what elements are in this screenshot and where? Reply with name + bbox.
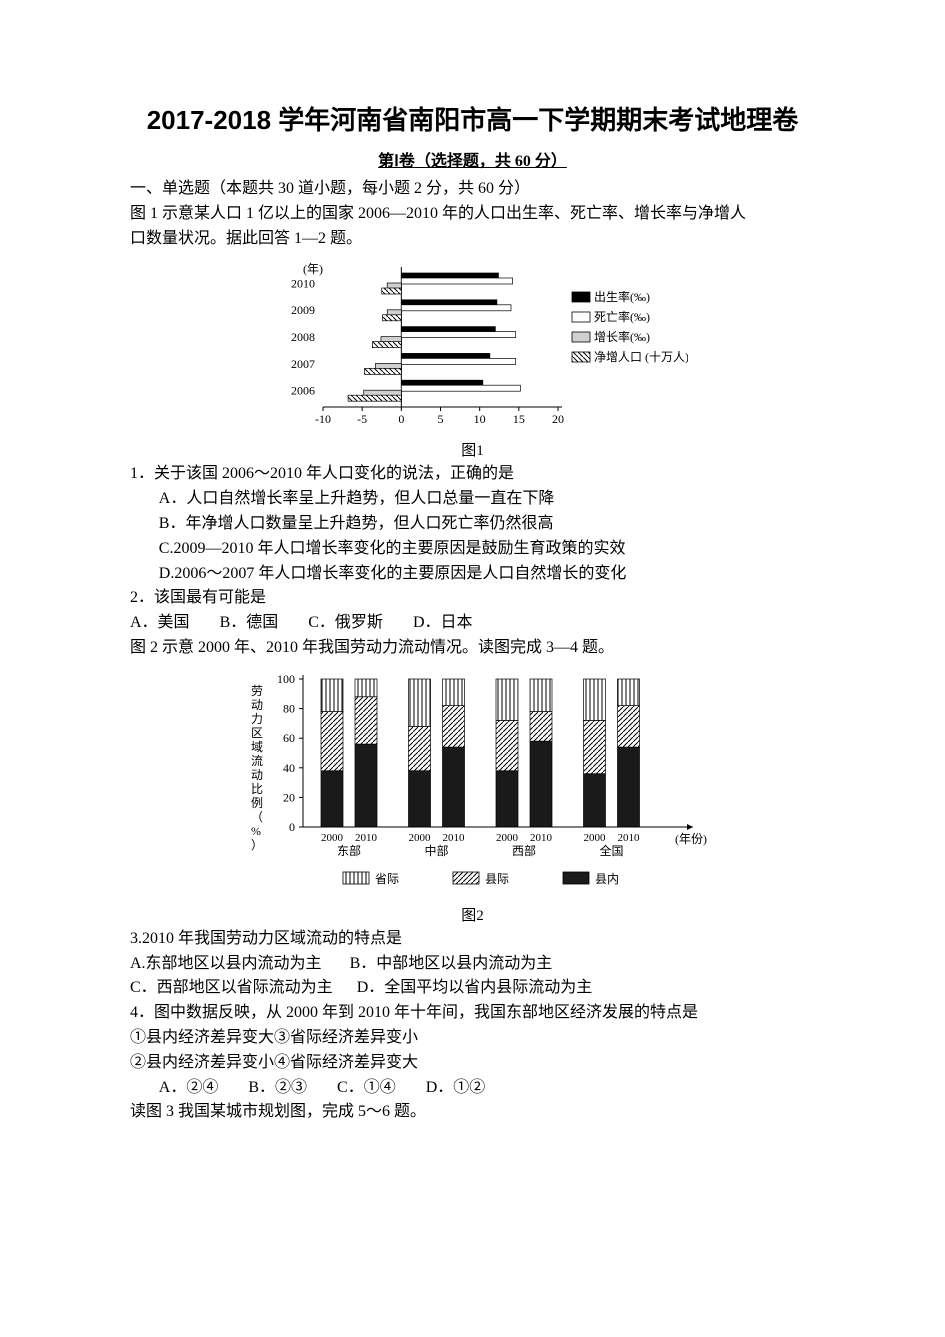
svg-text:例: 例 bbox=[251, 796, 263, 810]
fig2-chart: 020406080100劳动力区域流动比例（%）(年份)20002010东部20… bbox=[233, 667, 713, 897]
svg-text:2010: 2010 bbox=[617, 832, 640, 844]
svg-text:中部: 中部 bbox=[424, 843, 448, 858]
svg-text:0: 0 bbox=[289, 820, 295, 834]
q3-stem: 3.2010 年我国劳动力区域流动的特点是 bbox=[130, 927, 815, 952]
q2-opt-a: A．美国 bbox=[130, 611, 190, 636]
svg-text:2010: 2010 bbox=[291, 277, 315, 291]
svg-text:净增人口 (十万人): 净增人口 (十万人) bbox=[594, 350, 688, 364]
page-title: 2017-2018 学年河南省南阳市高一下学期期末考试地理卷 bbox=[130, 100, 815, 137]
svg-text:域: 域 bbox=[251, 740, 263, 754]
svg-text:区: 区 bbox=[251, 726, 263, 740]
svg-text:动: 动 bbox=[251, 698, 263, 712]
q3-line1: A.东部地区以县内流动为主 B．中部地区以县内流动为主 bbox=[130, 952, 815, 977]
svg-text:2000: 2000 bbox=[583, 832, 606, 844]
q1-opt-a: A．人口自然增长率呈上升趋势，但人口总量一直在下降 bbox=[130, 487, 815, 512]
svg-text:2000: 2000 bbox=[408, 832, 431, 844]
svg-text:20: 20 bbox=[552, 412, 564, 426]
q4-opt-c: C．①④ bbox=[337, 1076, 396, 1101]
q2-opt-b: B．德国 bbox=[220, 611, 279, 636]
svg-text:0: 0 bbox=[398, 412, 404, 426]
q4-options: A．②④ B．②③ C．①④ D．①② bbox=[130, 1076, 815, 1101]
fig2-intro: 图 2 示意 2000 年、2010 年我国劳动力流动情况。读图完成 3—4 题… bbox=[130, 636, 815, 661]
svg-text:40: 40 bbox=[283, 761, 295, 775]
svg-text:%: % bbox=[251, 824, 261, 838]
svg-text:10: 10 bbox=[473, 412, 485, 426]
q3-opt-d: D．全国平均以省内县际流动为主 bbox=[357, 979, 593, 996]
q1-stem: 1．关于该国 2006～2010 年人口变化的说法，正确的是 bbox=[130, 462, 815, 487]
section-subtitle: 第Ⅰ卷（选择题，共 60 分） bbox=[130, 147, 815, 171]
svg-text:动: 动 bbox=[251, 768, 263, 782]
svg-text:流: 流 bbox=[251, 754, 263, 768]
svg-text:2006: 2006 bbox=[291, 384, 315, 398]
fig1-chart: -10 -5 0 5 10 15 20 (年)2010 2009 2008 2007 2006 出生率(… bbox=[258, 257, 688, 432]
q2-opt-c: C．俄罗斯 bbox=[308, 611, 383, 636]
q2-stem: 2．该国最有可能是 bbox=[130, 586, 815, 611]
svg-text:死亡率(‰): 死亡率(‰) bbox=[594, 309, 650, 324]
q2-opt-d: D．日本 bbox=[413, 611, 473, 636]
svg-text:）: ） bbox=[251, 838, 263, 852]
svg-text:100: 100 bbox=[277, 672, 295, 686]
q4-stem: 4．图中数据反映，从 2000 年到 2010 年十年间，我国东部地区经济发展的… bbox=[130, 1001, 815, 1026]
q4-opt-d: D．①② bbox=[426, 1076, 486, 1101]
q1-opt-b: B．年净增人口数量呈上升趋势，但人口死亡率仍然很高 bbox=[130, 512, 815, 537]
svg-text:2010: 2010 bbox=[355, 832, 378, 844]
svg-text:20: 20 bbox=[283, 790, 295, 804]
q4-line2: ②县内经济差异变小④省际经济差异变大 bbox=[130, 1051, 815, 1076]
svg-text:全国: 全国 bbox=[599, 843, 623, 858]
svg-text:东部: 东部 bbox=[336, 843, 360, 858]
fig1-intro-a: 图 1 示意某人口 1 亿以上的国家 2006—2010 年的人口出生率、死亡率… bbox=[130, 202, 815, 227]
svg-text:西部: 西部 bbox=[511, 843, 535, 858]
svg-text:县际: 县际 bbox=[485, 872, 509, 886]
q1-opt-d: D.2006～2007 年人口增长率变化的主要原因是人口自然增长的变化 bbox=[130, 562, 815, 587]
svg-text:比: 比 bbox=[251, 782, 263, 796]
fig2-caption: 图2 bbox=[130, 904, 815, 925]
svg-text:2009: 2009 bbox=[291, 304, 315, 318]
svg-text:增长率(‰): 增长率(‰) bbox=[594, 329, 650, 344]
q3-opt-c: C．西部地区以省际流动为主 bbox=[130, 979, 333, 996]
svg-text:15: 15 bbox=[512, 412, 524, 426]
q1-opt-c: C.2009—2010 年人口增长率变化的主要原因是鼓励生育政策的实效 bbox=[130, 537, 815, 562]
svg-text:60: 60 bbox=[283, 731, 295, 745]
svg-text:2000: 2000 bbox=[321, 832, 344, 844]
svg-text:2010: 2010 bbox=[530, 832, 553, 844]
figure-1: -10 -5 0 5 10 15 20 (年)2010 2009 2008 2007 2006 出生率(… bbox=[130, 257, 815, 460]
svg-text:劳: 劳 bbox=[251, 684, 263, 698]
svg-text:出生率(‰): 出生率(‰) bbox=[594, 289, 650, 304]
figure-2: 020406080100劳动力区域流动比例（%）(年份)20002010东部20… bbox=[130, 667, 815, 925]
svg-text:县内: 县内 bbox=[595, 872, 619, 886]
svg-text:2008: 2008 bbox=[291, 330, 315, 344]
q4-opt-a: A．②④ bbox=[159, 1076, 219, 1101]
q4-opt-b: B．②③ bbox=[248, 1076, 307, 1101]
svg-text:-10: -10 bbox=[315, 412, 331, 426]
section-intro: 一、单选题（本题共 30 道小题，每小题 2 分，共 60 分） bbox=[130, 177, 815, 202]
q3-opt-a: A.东部地区以县内流动为主 bbox=[130, 955, 322, 972]
q2-options: A．美国 B．德国 C．俄罗斯 D．日本 bbox=[130, 611, 815, 636]
svg-text:80: 80 bbox=[283, 701, 295, 715]
svg-text:2010: 2010 bbox=[442, 832, 465, 844]
q4-line1: ①县内经济差异变大③省际经济差异变小 bbox=[130, 1026, 815, 1051]
svg-text:省际: 省际 bbox=[375, 872, 399, 886]
svg-text:(年份): (年份) bbox=[675, 832, 707, 846]
svg-text:2000: 2000 bbox=[496, 832, 519, 844]
svg-text:(年): (年) bbox=[303, 262, 323, 276]
fig1-intro-b: 口数量状况。据此回答 1—2 题。 bbox=[130, 227, 815, 252]
svg-text:（: （ bbox=[251, 810, 263, 824]
q3-line2: C．西部地区以省际流动为主 D．全国平均以省内县际流动为主 bbox=[130, 976, 815, 1001]
svg-text:2007: 2007 bbox=[291, 357, 315, 371]
svg-text:-5: -5 bbox=[357, 412, 367, 426]
fig1-caption: 图1 bbox=[130, 439, 815, 460]
svg-text:5: 5 bbox=[437, 412, 443, 426]
fig3-intro: 读图 3 我国某城市规划图，完成 5～6 题。 bbox=[130, 1100, 815, 1125]
q3-opt-b: B．中部地区以县内流动为主 bbox=[350, 955, 553, 972]
svg-text:力: 力 bbox=[251, 712, 263, 726]
